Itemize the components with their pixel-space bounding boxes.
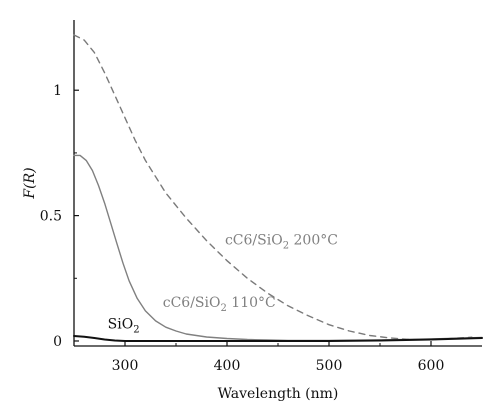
annotation-text: cC6/SiO	[225, 232, 283, 248]
x-ticks: 300 400 500 600	[112, 341, 445, 374]
x-tick-label: 500	[316, 358, 343, 374]
series-layer	[73, 34, 483, 342]
annotation-a110: cC6/SiO2 110°C	[163, 295, 276, 314]
plot-frame	[73, 20, 482, 347]
y-tick-label: 0.5	[40, 209, 62, 225]
series-line-sio2	[73, 335, 483, 342]
series-line-s200	[73, 34, 473, 341]
annotation-asio2: SiO2	[108, 316, 140, 335]
annotation-tail: 110°C	[227, 295, 276, 311]
annotation-subscript: 2	[220, 303, 226, 314]
annotation-a200: cC6/SiO2 200°C	[225, 232, 338, 251]
y-axis-title: F(R)	[22, 167, 38, 199]
x-tick-label: 600	[418, 358, 445, 374]
annotation-subscript: 2	[133, 324, 139, 335]
annotation-subscript: 2	[283, 240, 289, 251]
annotation-text: SiO	[108, 316, 134, 332]
y-tick-label: 0	[53, 334, 62, 350]
y-tick-label: 1	[53, 83, 62, 99]
y-ticks: 00.51	[40, 83, 79, 350]
x-tick-label: 300	[112, 358, 139, 374]
x-axis-title: Wavelength (nm)	[218, 386, 339, 402]
annotation-tail: 200°C	[289, 232, 338, 248]
annotation-text: cC6/SiO	[163, 295, 221, 311]
x-tick-label: 400	[214, 358, 241, 374]
